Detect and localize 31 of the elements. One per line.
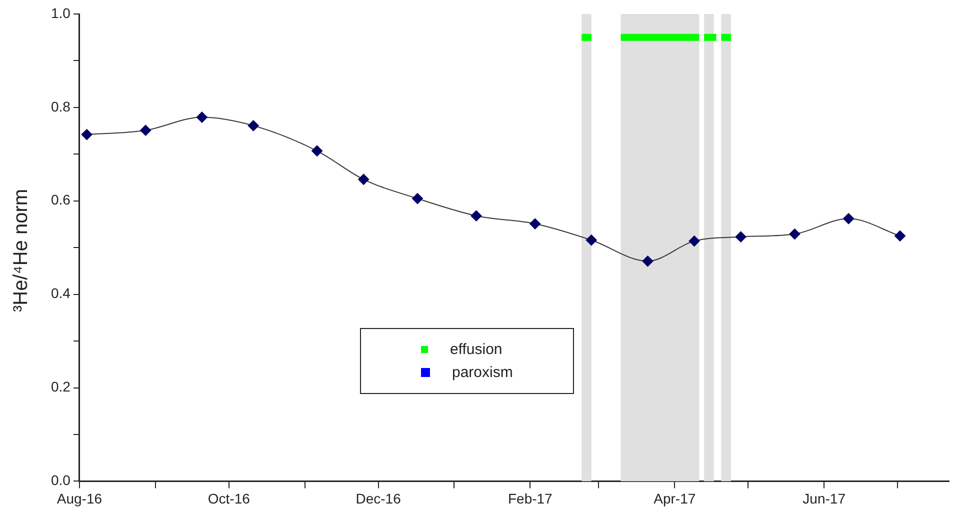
x-tick-label: Jun-17: [802, 490, 846, 506]
point: [412, 193, 423, 204]
point: [196, 112, 208, 123]
x-tick-label: Feb-17: [508, 490, 553, 506]
legend-label: effusion: [450, 341, 502, 358]
x-tick-label: Aug-16: [56, 490, 102, 506]
point: [470, 210, 482, 222]
x-tick-label: Dec-16: [356, 490, 402, 506]
legend-label: paroxism: [452, 364, 513, 381]
y-tick-label: 0.0: [50, 472, 71, 488]
point: [358, 174, 370, 185]
y-tick-label: 1.0: [50, 4, 71, 21]
x-tick-label: Apr-17: [654, 490, 696, 506]
y-axis-title: ³He/⁴He norm: [10, 188, 34, 312]
point: [843, 213, 854, 224]
point: [894, 230, 906, 242]
y-tick-label: 0.8: [50, 98, 71, 114]
point: [81, 129, 92, 140]
x-tick-label: Oct-16: [208, 490, 250, 506]
y-tick-label: 0.2: [50, 378, 71, 395]
point: [248, 120, 259, 132]
point: [140, 124, 152, 136]
y-tick-label: 0.4: [50, 285, 71, 302]
point: [688, 236, 700, 247]
y-tick-label: 0.6: [50, 192, 71, 208]
point: [312, 145, 323, 156]
point: [642, 256, 654, 267]
point: [586, 234, 597, 246]
point: [789, 228, 800, 240]
point: [735, 231, 746, 242]
point: [530, 218, 541, 230]
